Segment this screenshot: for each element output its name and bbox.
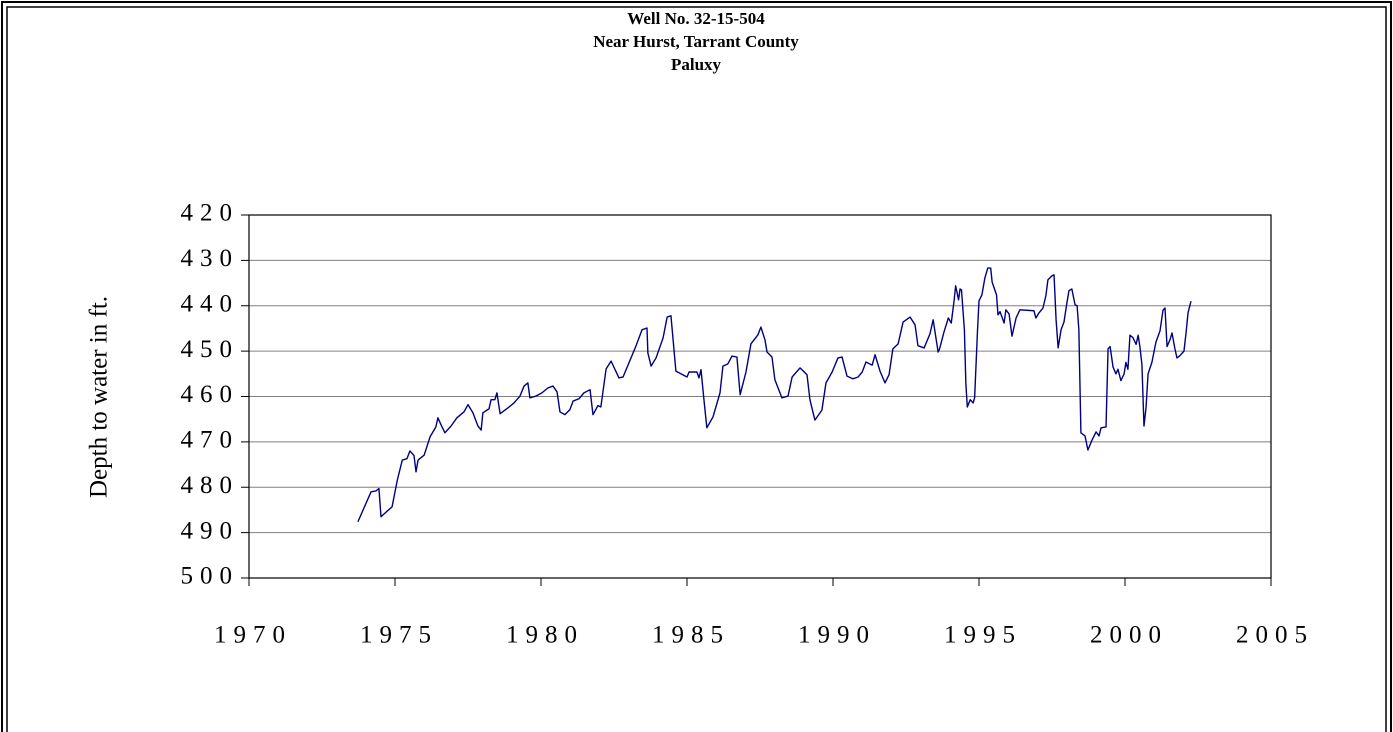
x-tick-label: 1995 <box>944 622 1022 649</box>
y-tick-label: 470 <box>181 427 240 454</box>
x-tick-label: 1990 <box>798 622 876 649</box>
y-tick-label: 500 <box>181 563 240 590</box>
x-tick-label: 1975 <box>360 622 438 649</box>
chart-title: Paluxy <box>671 55 722 74</box>
y-tick-label: 490 <box>181 517 240 544</box>
y-tick-label: 450 <box>181 336 240 363</box>
y-tick-label: 480 <box>181 472 240 499</box>
y-tick-label: 420 <box>181 200 240 227</box>
y-axis-label: Depth to water in ft. <box>86 296 113 498</box>
x-tick-label: 2005 <box>1236 622 1314 649</box>
chart-title: Well No. 32-15-504 <box>627 9 765 28</box>
y-tick-label: 460 <box>181 381 240 408</box>
y-tick-label: 430 <box>181 245 240 272</box>
x-tick-label: 1985 <box>652 622 730 649</box>
plot-frame <box>248 214 1272 579</box>
chart-title: Near Hurst, Tarrant County <box>593 32 799 51</box>
inner-border <box>6 6 1387 732</box>
x-tick-label: 1970 <box>214 622 292 649</box>
x-tick-label: 1980 <box>506 622 584 649</box>
data-line <box>357 267 1192 523</box>
y-tick-label: 440 <box>181 290 240 317</box>
x-tick-label: 2000 <box>1090 622 1168 649</box>
